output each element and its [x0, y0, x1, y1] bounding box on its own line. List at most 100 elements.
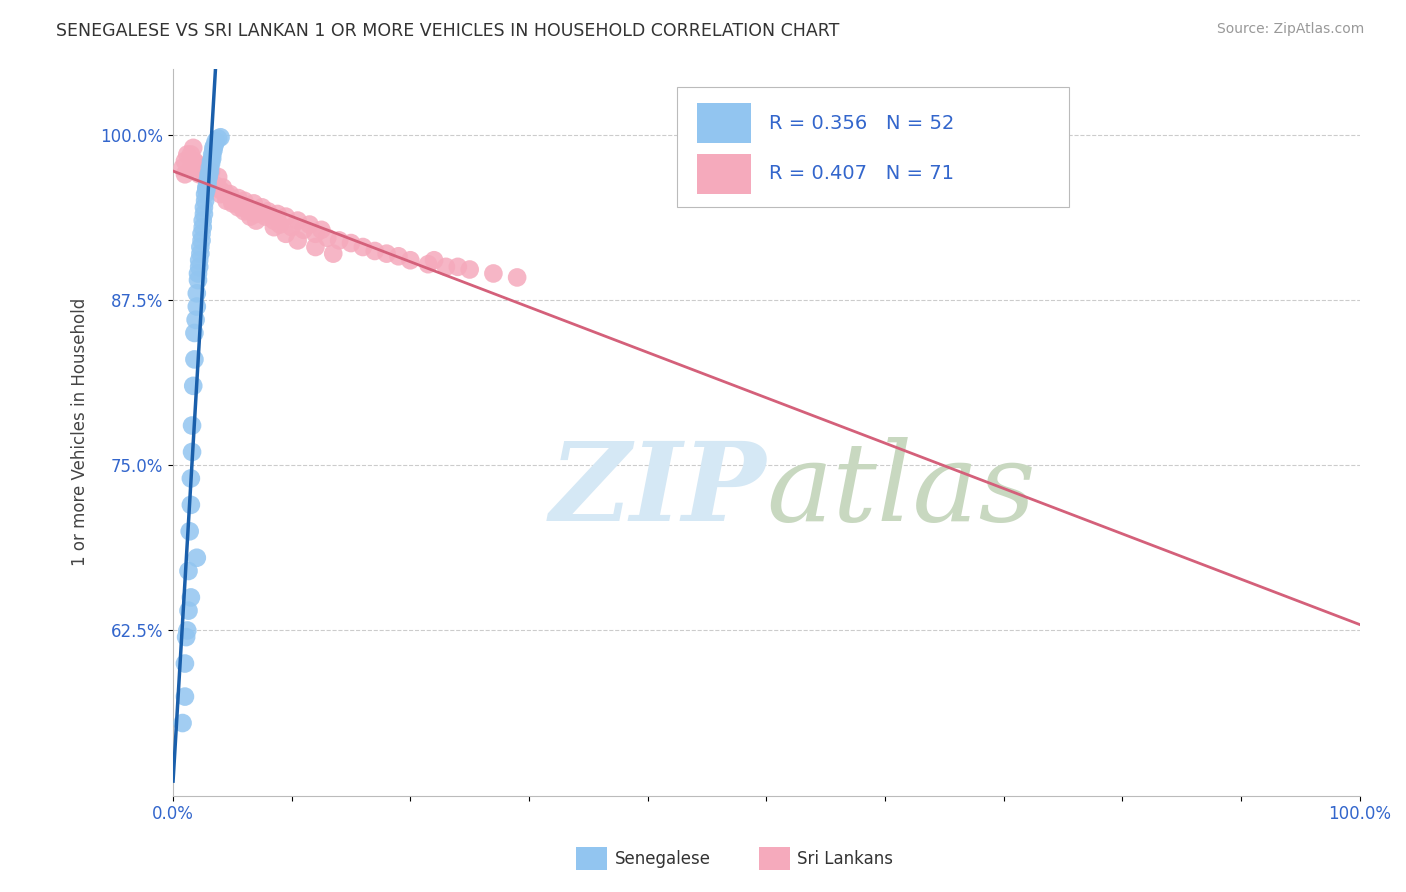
Point	[233, 204, 256, 219]
Point	[201, 152, 224, 166]
Point	[174, 630, 197, 644]
Point	[183, 326, 205, 340]
Point	[304, 240, 326, 254]
Point	[186, 157, 208, 171]
Point	[195, 180, 218, 194]
Point	[200, 154, 222, 169]
Point	[304, 227, 326, 241]
Point	[245, 207, 267, 221]
Point	[193, 200, 215, 214]
Point	[207, 131, 229, 145]
Point	[191, 213, 214, 227]
Point	[447, 260, 470, 274]
Point	[200, 157, 222, 171]
Point	[209, 183, 232, 197]
Point	[506, 270, 529, 285]
Point	[266, 207, 288, 221]
Bar	[697, 154, 751, 194]
Point	[174, 154, 197, 169]
Point	[177, 564, 200, 578]
Bar	[697, 103, 751, 143]
Point	[188, 167, 211, 181]
Point	[181, 141, 204, 155]
Point	[194, 194, 217, 208]
Point	[257, 204, 280, 219]
Point	[197, 167, 219, 181]
Point	[311, 223, 333, 237]
Point	[180, 471, 202, 485]
Point	[219, 187, 242, 202]
Point	[322, 246, 344, 260]
Point	[207, 169, 229, 184]
Point	[197, 174, 219, 188]
Point	[186, 550, 208, 565]
Point	[221, 196, 243, 211]
Point	[239, 210, 262, 224]
Point	[242, 196, 264, 211]
Point	[187, 273, 209, 287]
Text: ZIP: ZIP	[550, 436, 766, 544]
Point	[221, 194, 243, 208]
Point	[298, 218, 321, 232]
Y-axis label: 1 or more Vehicles in Household: 1 or more Vehicles in Household	[72, 298, 89, 566]
Text: Sri Lankans: Sri Lankans	[797, 850, 893, 868]
Point	[204, 134, 226, 148]
Point	[188, 260, 211, 274]
Point	[180, 161, 202, 175]
Point	[263, 213, 285, 227]
Text: R = 0.356   N = 52: R = 0.356 N = 52	[769, 113, 955, 133]
Point	[198, 164, 221, 178]
Point	[233, 194, 256, 208]
Point	[280, 220, 302, 235]
Point	[176, 147, 198, 161]
Point	[458, 262, 481, 277]
Point	[204, 138, 226, 153]
Point	[174, 690, 197, 704]
Point	[263, 220, 285, 235]
Point	[228, 191, 250, 205]
Point	[200, 164, 222, 178]
Point	[269, 218, 291, 232]
Text: SENEGALESE VS SRI LANKAN 1 OR MORE VEHICLES IN HOUSEHOLD CORRELATION CHART: SENEGALESE VS SRI LANKAN 1 OR MORE VEHIC…	[56, 22, 839, 40]
Point	[215, 194, 238, 208]
Point	[186, 161, 208, 175]
Point	[181, 379, 204, 393]
Point	[212, 180, 235, 194]
Point	[180, 498, 202, 512]
Point	[176, 624, 198, 638]
Point	[204, 178, 226, 192]
Point	[340, 235, 363, 250]
Point	[174, 167, 197, 181]
Point	[215, 187, 238, 202]
Point	[250, 200, 273, 214]
Text: Source: ZipAtlas.com: Source: ZipAtlas.com	[1216, 22, 1364, 37]
Point	[190, 227, 212, 241]
Point	[186, 300, 208, 314]
Point	[186, 286, 208, 301]
Point	[174, 657, 197, 671]
Point	[191, 164, 214, 178]
Point	[399, 253, 422, 268]
Point	[274, 210, 297, 224]
Point	[193, 207, 215, 221]
Point	[190, 240, 212, 254]
Point	[204, 180, 226, 194]
Point	[482, 267, 505, 281]
Point	[191, 220, 214, 235]
Point	[202, 144, 225, 158]
Point	[191, 161, 214, 175]
Point	[287, 234, 309, 248]
Point	[177, 604, 200, 618]
Point	[387, 249, 409, 263]
Point	[197, 174, 219, 188]
Point	[197, 169, 219, 184]
FancyBboxPatch shape	[678, 87, 1069, 207]
Text: atlas: atlas	[766, 436, 1036, 544]
Point	[287, 213, 309, 227]
Point	[172, 716, 194, 731]
Point	[274, 227, 297, 241]
Point	[209, 187, 232, 202]
Point	[375, 246, 398, 260]
Point	[239, 204, 262, 219]
Point	[190, 234, 212, 248]
